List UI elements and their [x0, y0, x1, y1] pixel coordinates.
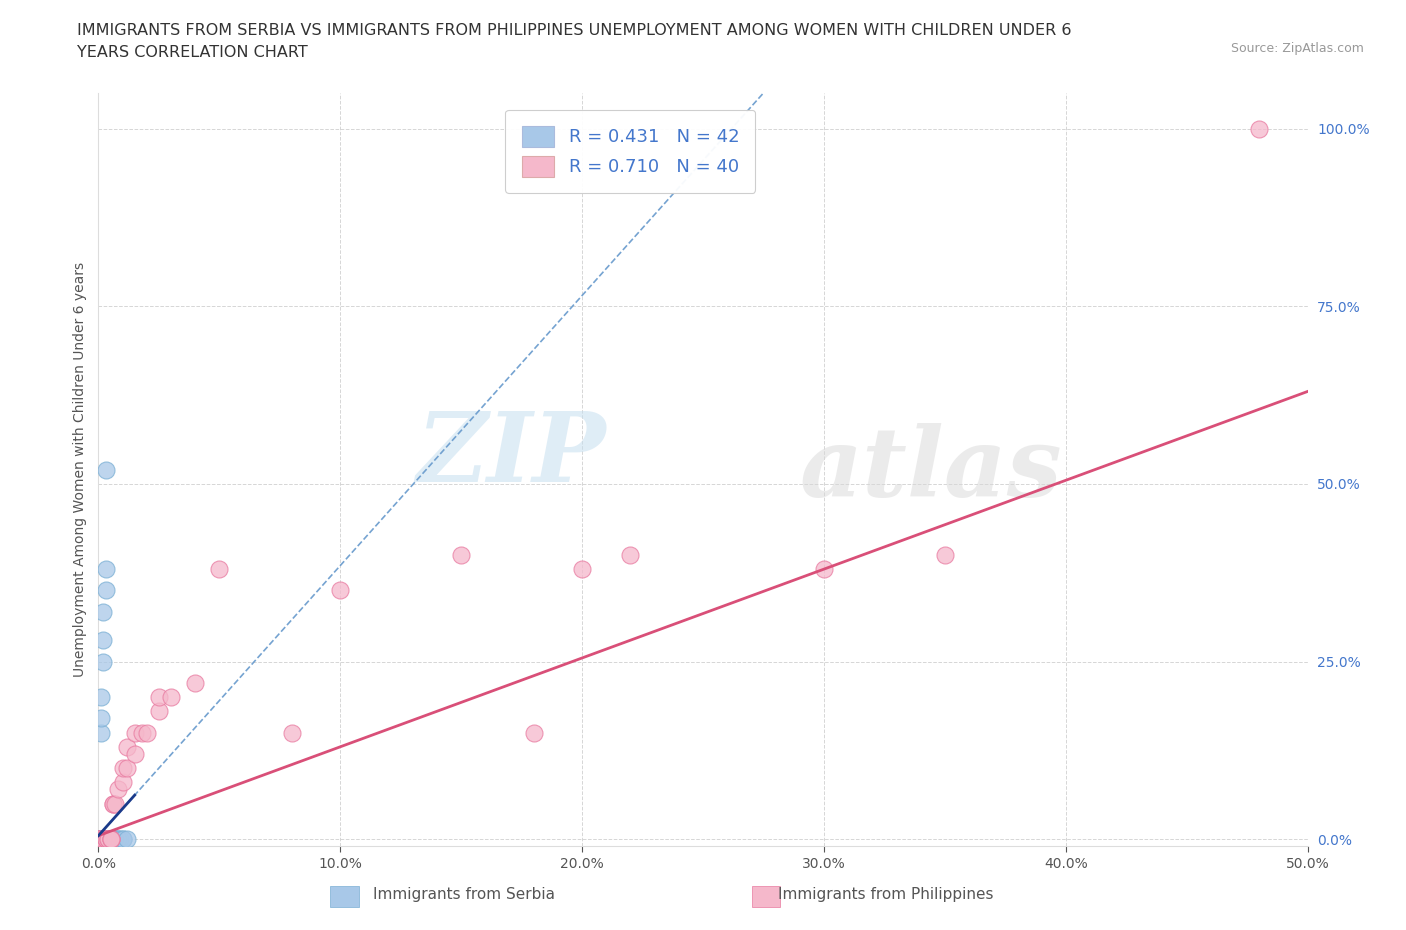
Point — [208, 562, 231, 577]
Point — [101, 796, 124, 811]
Point — [111, 831, 134, 846]
Text: IMMIGRANTS FROM SERBIA VS IMMIGRANTS FROM PHILIPPINES UNEMPLOYMENT AMONG WOMEN W: IMMIGRANTS FROM SERBIA VS IMMIGRANTS FRO… — [77, 23, 1071, 38]
Point — [94, 462, 117, 477]
Point — [184, 675, 207, 690]
Point — [97, 831, 120, 846]
Point — [91, 654, 114, 669]
Point — [87, 831, 110, 846]
Point — [148, 690, 170, 705]
Point — [107, 782, 129, 797]
Point — [100, 831, 122, 846]
Point — [97, 831, 120, 846]
Point — [619, 548, 641, 563]
Text: atlas: atlas — [800, 422, 1063, 517]
Point — [100, 831, 122, 846]
Point — [100, 831, 122, 846]
Point — [131, 725, 153, 740]
Point — [90, 711, 112, 725]
Point — [94, 583, 117, 598]
Point — [90, 690, 112, 705]
Point — [1249, 121, 1271, 136]
Point — [100, 831, 122, 846]
Point — [94, 562, 117, 577]
Point — [111, 831, 134, 846]
Point — [94, 831, 117, 846]
Point — [100, 831, 122, 846]
Point — [94, 831, 117, 846]
Point — [107, 831, 129, 846]
Point — [934, 548, 956, 563]
Point — [87, 831, 110, 846]
Point — [148, 704, 170, 719]
Point — [94, 831, 117, 846]
Point — [87, 831, 110, 846]
Point — [87, 831, 110, 846]
Point — [117, 831, 139, 846]
Point — [87, 831, 110, 846]
Point — [450, 548, 472, 563]
Point — [111, 775, 134, 790]
Point — [91, 831, 114, 846]
Point — [100, 831, 122, 846]
Point — [91, 831, 114, 846]
Text: ZIP: ZIP — [416, 407, 606, 501]
Point — [100, 831, 122, 846]
Point — [523, 725, 546, 740]
Point — [87, 831, 110, 846]
Point — [571, 562, 593, 577]
Point — [107, 831, 129, 846]
Point — [135, 725, 157, 740]
Point — [111, 761, 134, 776]
Text: Source: ZipAtlas.com: Source: ZipAtlas.com — [1230, 42, 1364, 55]
Point — [87, 831, 110, 846]
Point — [87, 831, 110, 846]
Text: Immigrants from Philippines: Immigrants from Philippines — [778, 887, 994, 902]
Point — [94, 831, 117, 846]
Point — [91, 632, 114, 647]
Point — [87, 831, 110, 846]
Point — [100, 831, 122, 846]
Point — [87, 831, 110, 846]
Point — [108, 831, 131, 846]
Point — [91, 831, 114, 846]
Bar — [752, 886, 780, 907]
Bar — [330, 886, 359, 907]
Point — [104, 831, 127, 846]
Point — [87, 831, 110, 846]
Point — [87, 831, 110, 846]
Point — [91, 604, 114, 619]
Point — [117, 761, 139, 776]
Point — [87, 831, 110, 846]
Text: YEARS CORRELATION CHART: YEARS CORRELATION CHART — [77, 45, 308, 60]
Point — [124, 725, 146, 740]
Point — [329, 583, 352, 598]
Point — [101, 831, 124, 846]
Point — [101, 796, 124, 811]
Point — [101, 831, 124, 846]
Point — [160, 690, 183, 705]
Y-axis label: Unemployment Among Women with Children Under 6 years: Unemployment Among Women with Children U… — [73, 262, 87, 677]
Point — [90, 725, 112, 740]
Point — [124, 747, 146, 762]
Point — [97, 831, 120, 846]
Point — [91, 831, 114, 846]
Point — [117, 739, 139, 754]
Point — [281, 725, 304, 740]
Point — [813, 562, 835, 577]
Point — [94, 831, 117, 846]
Point — [94, 831, 117, 846]
Text: Immigrants from Serbia: Immigrants from Serbia — [373, 887, 555, 902]
Point — [104, 796, 127, 811]
Point — [104, 831, 127, 846]
Legend: R = 0.431   N = 42, R = 0.710   N = 40: R = 0.431 N = 42, R = 0.710 N = 40 — [505, 110, 755, 193]
Point — [97, 831, 120, 846]
Point — [97, 831, 120, 846]
Point — [91, 831, 114, 846]
